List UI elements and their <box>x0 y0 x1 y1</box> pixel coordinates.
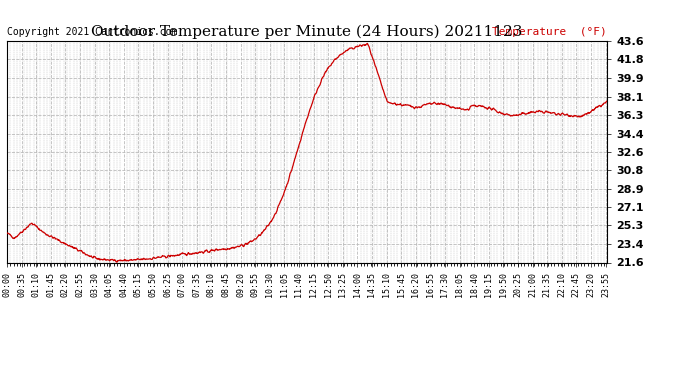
Text: Copyright 2021 Cartronics.com: Copyright 2021 Cartronics.com <box>7 27 177 37</box>
Text: Temperature  (°F): Temperature (°F) <box>493 27 607 37</box>
Title: Outdoor Temperature per Minute (24 Hours) 20211123: Outdoor Temperature per Minute (24 Hours… <box>91 24 523 39</box>
